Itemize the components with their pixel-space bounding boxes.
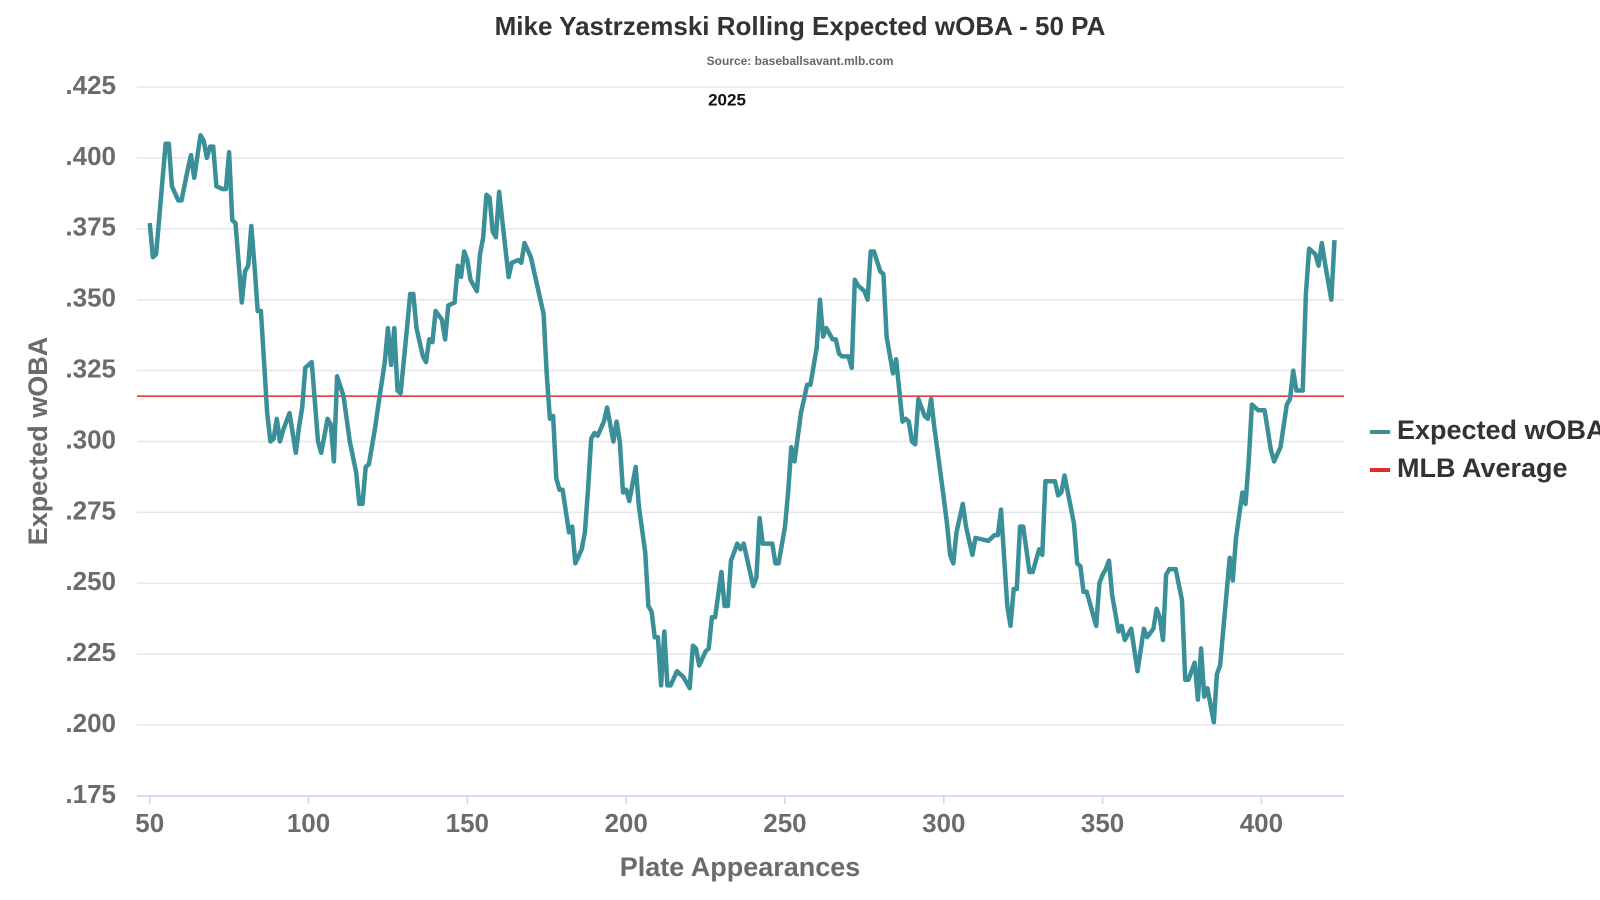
x-tick-label: 200 (604, 808, 647, 838)
y-tick-label: .275 (65, 495, 116, 525)
x-tick-label: 300 (922, 808, 965, 838)
chart-subtitle: Source: baseballsavant.mlb.com (707, 54, 894, 68)
x-tick-label: 250 (763, 808, 806, 838)
y-axis-label: Expected wOBA (23, 337, 53, 546)
chart-title: Mike Yastrzemski Rolling Expected wOBA -… (495, 11, 1106, 41)
legend-label: MLB Average (1397, 453, 1568, 483)
y-tick-label: .400 (65, 141, 116, 171)
y-tick-label: .325 (65, 353, 116, 383)
x-tick-label: 100 (287, 808, 330, 838)
y-tick-label: .250 (65, 566, 116, 596)
x-tick-label: 400 (1240, 808, 1283, 838)
x-tick-label: 50 (135, 808, 164, 838)
y-tick-label: .175 (65, 779, 116, 809)
y-tick-label: .425 (65, 70, 116, 100)
y-tick-label: .375 (65, 212, 116, 242)
data-line (147, 132, 1337, 725)
annotation: 2025 (708, 90, 746, 109)
legend-label: Expected wOBA (1397, 415, 1600, 445)
x-axis-label: Plate Appearances (620, 852, 861, 882)
y-tick-label: .300 (65, 424, 116, 454)
y-tick-label: .350 (65, 283, 116, 313)
y-tick-label: .225 (65, 637, 116, 667)
y-tick-label: .200 (65, 708, 116, 738)
x-tick-label: 350 (1081, 808, 1124, 838)
x-tick-label: 150 (446, 808, 489, 838)
